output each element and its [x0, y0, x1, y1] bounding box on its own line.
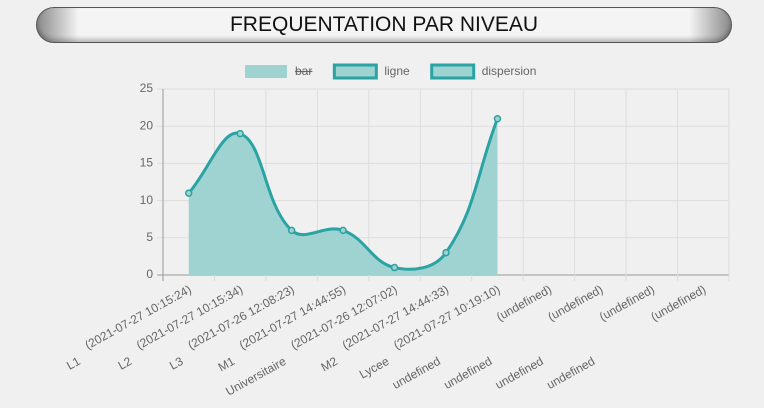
y-tick-label: 0 [146, 267, 153, 281]
x-tick-label-name: L2 [116, 354, 135, 373]
x-tick-label-name: undefined [544, 354, 597, 392]
x-tick-label-name: M1 [216, 354, 238, 374]
y-tick-label: 20 [140, 118, 154, 132]
legend-label: bar [295, 64, 312, 78]
x-tick-label-date: (undefined) [648, 282, 708, 324]
x-tick-label-name: Lycee [357, 354, 392, 382]
x-tick-label-name: M2 [319, 354, 341, 374]
point [184, 189, 193, 197]
point [287, 226, 296, 235]
x-tick-label-name: undefined [493, 354, 546, 392]
x-tick-label-name: L3 [167, 354, 186, 373]
point [236, 129, 244, 138]
legend-swatch [332, 63, 378, 80]
point [442, 248, 450, 257]
legend-label: ligne [384, 64, 410, 78]
legend-label: dispersion [482, 64, 537, 78]
legend-swatch [245, 65, 287, 78]
y-tick-label: 10 [140, 193, 154, 207]
x-tick-label-date: (undefined) [597, 282, 657, 324]
x-tick-label-name: undefined [441, 354, 494, 392]
x-tick-label-name: undefined [390, 354, 443, 392]
area [188, 118, 498, 275]
x-tick-label-date: (undefined) [545, 282, 605, 324]
y-tick-label: 5 [146, 230, 153, 244]
point [493, 115, 502, 123]
y-tick-label: 25 [140, 81, 154, 95]
legend-swatch [430, 63, 476, 80]
x-tick-label-name: L1 [64, 354, 83, 373]
point [339, 226, 347, 235]
point [390, 263, 399, 272]
x-tick-label-date: (undefined) [494, 282, 554, 324]
chart-title: FREQUENTATION PAR NIVEAU [36, 7, 732, 43]
y-tick-label: 15 [140, 156, 154, 170]
